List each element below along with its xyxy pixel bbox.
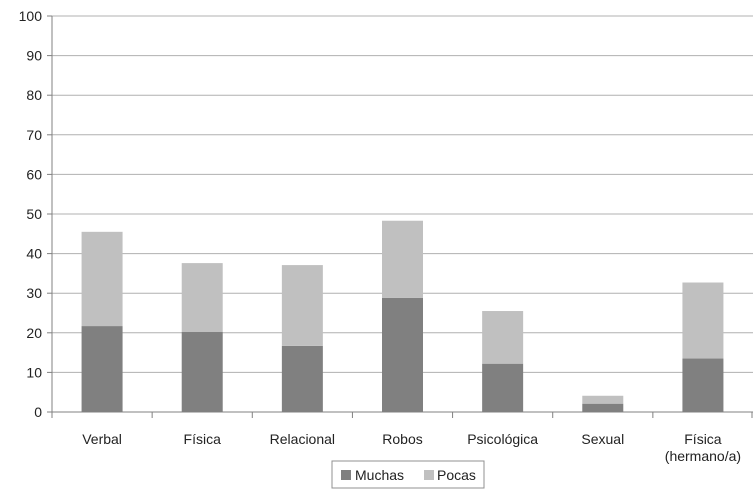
legend-swatch-pocas bbox=[424, 470, 434, 480]
x-category-label: (hermano/a) bbox=[665, 448, 741, 464]
bar-muchas-1 bbox=[181, 332, 223, 412]
x-category-label: Física bbox=[684, 431, 722, 447]
legend: Muchas Pocas bbox=[331, 460, 485, 489]
legend-label-muchas: Muchas bbox=[355, 467, 404, 483]
y-tick-label: 30 bbox=[26, 285, 42, 301]
y-tick-label: 40 bbox=[26, 246, 42, 262]
y-tick-label: 90 bbox=[26, 48, 42, 64]
legend-box bbox=[331, 460, 485, 489]
gridlines bbox=[52, 15, 753, 373]
y-tick-label: 20 bbox=[26, 325, 42, 341]
bar-muchas-6 bbox=[682, 358, 724, 412]
x-category-label: Robos bbox=[382, 431, 422, 447]
x-category-label: Relacional bbox=[270, 431, 335, 447]
y-axis-ticks: 0 10 20 30 40 50 60 70 80 90 100 bbox=[19, 8, 52, 420]
y-tick-label: 10 bbox=[26, 364, 42, 380]
bar-pocas-2 bbox=[281, 265, 323, 346]
bar-pocas-1 bbox=[181, 263, 223, 333]
bar-muchas-0 bbox=[81, 326, 123, 412]
bar-pocas-0 bbox=[81, 231, 123, 327]
y-tick-label: 100 bbox=[19, 8, 43, 24]
bar-pocas-3 bbox=[382, 220, 423, 298]
bar-pocas-5 bbox=[582, 395, 624, 404]
x-category-label: Sexual bbox=[581, 431, 624, 447]
y-tick-label: 0 bbox=[34, 404, 42, 420]
bars bbox=[81, 220, 724, 412]
x-category-label: Física bbox=[184, 431, 222, 447]
bar-pocas-4 bbox=[482, 311, 524, 364]
x-axis-labels: Verbal Física Relacional Robos Psicológica Se… bbox=[82, 431, 741, 464]
x-category-label: Verbal bbox=[82, 431, 122, 447]
bar-muchas-5 bbox=[582, 403, 624, 412]
x-category-label: Psicológica bbox=[467, 431, 538, 447]
bar-muchas-4 bbox=[482, 363, 524, 412]
axes bbox=[51, 16, 753, 418]
bar-pocas-6 bbox=[682, 282, 724, 359]
y-tick-label: 80 bbox=[26, 87, 42, 103]
y-tick-label: 50 bbox=[26, 206, 42, 222]
y-tick-label: 60 bbox=[26, 166, 42, 182]
legend-swatch-muchas bbox=[341, 470, 351, 480]
bar-muchas-2 bbox=[281, 345, 323, 412]
y-tick-label: 70 bbox=[26, 127, 42, 143]
legend-label-pocas: Pocas bbox=[437, 467, 476, 483]
bar-muchas-3 bbox=[382, 297, 423, 412]
